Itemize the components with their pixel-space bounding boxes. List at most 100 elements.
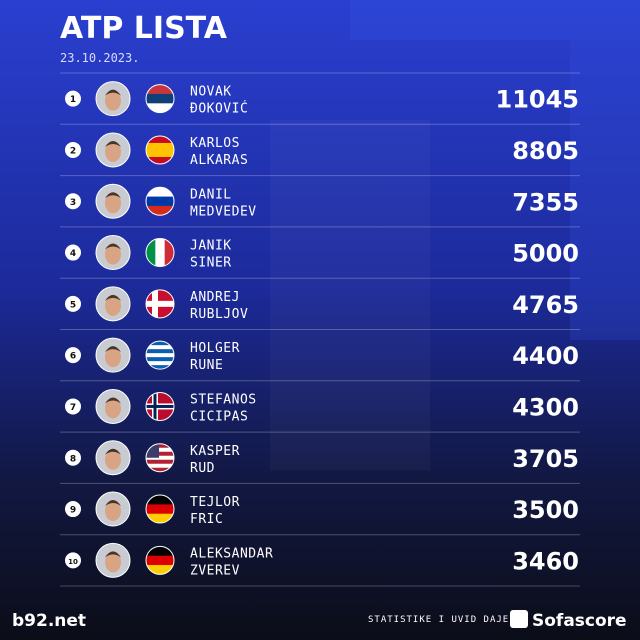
flag-border [145, 545, 175, 575]
last-name: ZVEREV [190, 563, 240, 578]
rank: 10 [68, 558, 78, 566]
flag-border [145, 494, 175, 524]
flag-border [145, 443, 175, 473]
points: 8805 [512, 137, 579, 165]
points: 4400 [512, 342, 579, 370]
points: 4300 [512, 393, 579, 421]
flag-stripe [146, 513, 174, 524]
flag-body [146, 341, 174, 370]
flag [145, 391, 175, 421]
flag-stripe [146, 361, 174, 366]
brand: Sofascore [532, 611, 627, 631]
ranking-row: 3 DANIL MEDVEDEV 7355 [60, 175, 580, 219]
first-name: DANIL [190, 187, 232, 202]
flag-stripe [146, 345, 174, 350]
first-name: HOLGER [190, 341, 240, 356]
flag-stripe [146, 93, 174, 104]
player-hair [105, 294, 121, 301]
flag-border [145, 391, 175, 421]
player-face [105, 193, 121, 214]
bg-block [270, 120, 430, 470]
flag-stripe [146, 447, 174, 453]
flag [145, 443, 175, 473]
flag-cross [146, 404, 174, 408]
flag-cross [152, 289, 158, 318]
ranking-row: 6 HOLGER RUNE 4400 [60, 329, 580, 373]
player-hair [105, 551, 121, 558]
flag [145, 135, 175, 165]
flag-border [145, 238, 175, 268]
rank: 3 [70, 198, 76, 208]
last-name: RUD [190, 461, 215, 476]
player-face [105, 141, 121, 162]
flag-stripe [146, 187, 174, 198]
flag-body [146, 289, 174, 318]
rank-badge [65, 193, 81, 210]
flag-border [145, 186, 175, 216]
flag-stripe [146, 196, 174, 207]
player-hair [105, 500, 121, 507]
last-name: SINER [190, 256, 232, 271]
player-face [105, 90, 121, 111]
last-name: FRIC [190, 512, 223, 527]
flag-border [145, 135, 175, 165]
player-face [105, 552, 121, 573]
flag [145, 340, 175, 370]
flag-stripe [146, 142, 174, 151]
last-name: MEDVEDEV [190, 204, 257, 219]
flag-border [145, 84, 175, 114]
flag-stripe [146, 504, 174, 515]
flag-stripe [146, 149, 174, 158]
player-face [105, 501, 121, 522]
flag-stripe [146, 455, 174, 461]
title: ATP LISTA [60, 11, 228, 46]
flag-stripe [146, 353, 174, 358]
flag-stripe [146, 349, 174, 354]
date: 23.10.2023. [60, 51, 139, 65]
player-hair [105, 140, 121, 147]
last-name: CICIPAS [190, 409, 248, 424]
flag-stripe [155, 238, 166, 267]
player-hair [105, 448, 121, 455]
flag-stripe [146, 341, 174, 346]
flag [145, 289, 175, 319]
ranking-row: 5 ANDREJ RUBLJOV 4765 [60, 277, 580, 322]
flag-stripe [146, 156, 174, 164]
player-hair [105, 243, 121, 250]
player-hair [105, 397, 121, 404]
brand-logo [510, 610, 528, 628]
flag-stripe [146, 238, 156, 267]
first-name: TEJLOR [190, 495, 240, 510]
flag-stripe [146, 84, 174, 95]
flag-body [146, 84, 174, 113]
flag-border [145, 289, 175, 319]
ranking-row: 4 JANIK SINER 5000 [60, 226, 580, 271]
last-name: ALKARAS [190, 153, 248, 168]
points: 3460 [512, 547, 579, 575]
first-name: NOVAK [190, 85, 232, 100]
flag [145, 494, 175, 524]
points: 7355 [512, 188, 579, 216]
first-name: KASPER [190, 444, 240, 459]
first-name: JANIK [190, 239, 232, 254]
flag-stripe [146, 463, 174, 469]
points: 5000 [512, 240, 579, 268]
rank: 6 [70, 352, 76, 362]
last-name: RUBLJOV [190, 307, 248, 322]
last-name: ĐOKOVIĆ [190, 101, 248, 117]
rank-badge [65, 295, 81, 312]
credit: STATISTIKE I UVID DAJE [368, 615, 509, 625]
rank: 9 [70, 506, 76, 516]
flag-stripe [146, 443, 174, 449]
rank: 2 [70, 146, 76, 156]
rank-badge [65, 449, 81, 466]
player-face [105, 398, 121, 419]
player-hair [105, 346, 121, 353]
ranking-row: 7 STEFANOS CICIPAS 4300 [60, 380, 580, 424]
rank-badge [65, 552, 81, 569]
flag [145, 186, 175, 216]
first-name: ALEKSANDAR [190, 546, 273, 561]
